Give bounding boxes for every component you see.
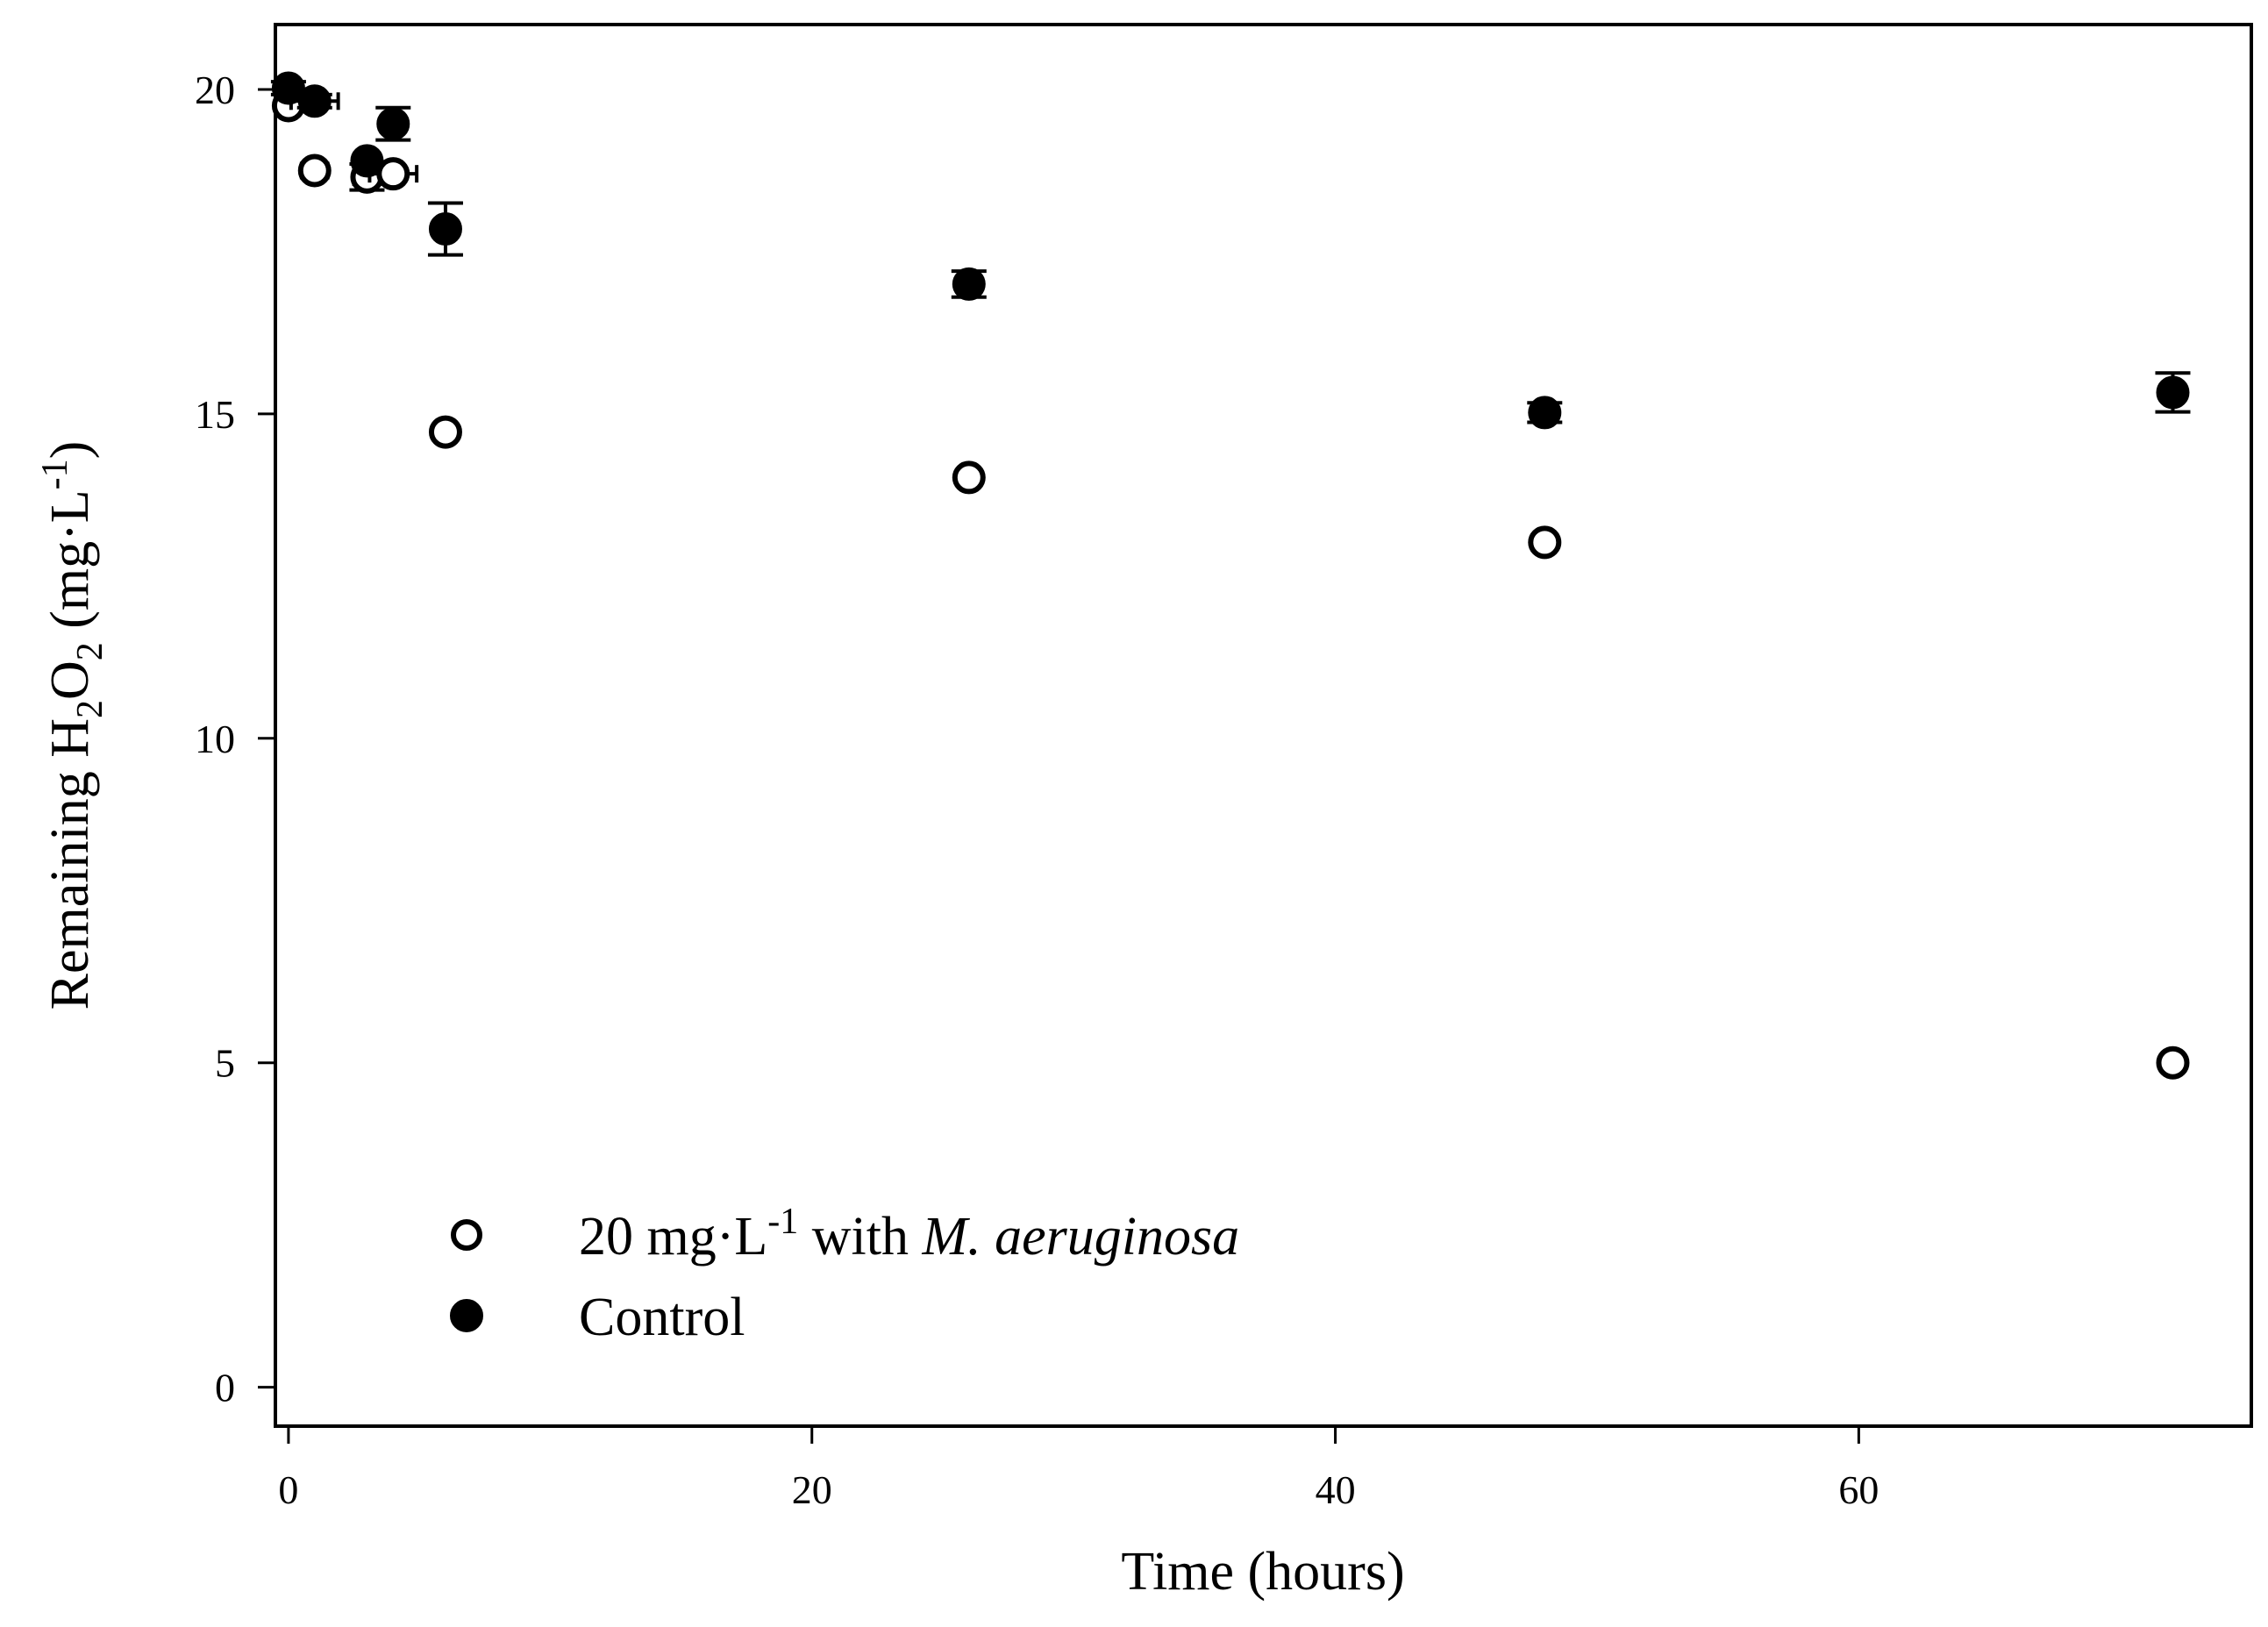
legend-label-control: Control <box>579 1288 745 1347</box>
data-point <box>271 71 305 105</box>
y-tick-label: 0 <box>215 1366 235 1410</box>
data-point <box>297 153 332 188</box>
y-axis-title-mid: O <box>40 660 100 700</box>
y-axis: 0 5 10 15 20 <box>195 68 275 1410</box>
y-axis-title-sup: -1 <box>35 459 75 489</box>
data-point <box>428 415 462 449</box>
data-point <box>2156 375 2190 410</box>
data-point <box>428 212 462 246</box>
x-axis-title: Time (hours) <box>1121 1542 1404 1602</box>
data-point <box>376 107 410 141</box>
y-axis-title-unit-open: (mg·L <box>40 489 100 642</box>
series-control <box>270 71 2191 430</box>
x-tick-label: 60 <box>1838 1467 1879 1512</box>
x-tick-label: 0 <box>278 1467 298 1512</box>
data-point <box>952 267 986 301</box>
x-tick-label: 40 <box>1316 1467 1356 1512</box>
y-tick-label: 15 <box>195 392 235 437</box>
data-point <box>1528 525 1562 560</box>
series-layer <box>270 71 2191 1080</box>
y-axis-title-prefix: Remaining H <box>40 718 100 1010</box>
legend-label-treatment: 20 mg·L-1 with M. aeruginosa <box>579 1202 1239 1267</box>
data-point <box>376 157 410 191</box>
y-tick-label: 10 <box>195 717 235 761</box>
data-point <box>297 84 332 118</box>
legend-marker-filled-circle <box>450 1299 483 1332</box>
data-point <box>350 144 384 178</box>
y-axis-title-sub2: 2 <box>70 642 111 660</box>
legend-marker-open-circle <box>451 1219 482 1251</box>
legend-label-treatment-sup: -1 <box>767 1202 798 1242</box>
y-axis-title: Remaining H2O2 (mg·L-1) <box>35 441 111 1010</box>
series-treatment <box>271 89 2190 1080</box>
x-axis: 0 20 40 60 <box>278 1426 1879 1512</box>
legend-label-treatment-mid: with <box>798 1207 922 1267</box>
y-axis-title-sub1: 2 <box>70 700 111 718</box>
legend: 20 mg·L-1 with M. aeruginosa Control <box>450 1202 1239 1347</box>
y-tick-label: 5 <box>215 1041 235 1086</box>
y-axis-title-unit-close: ) <box>40 441 100 460</box>
x-tick-label: 20 <box>792 1467 832 1512</box>
plot-frame <box>274 23 2253 1428</box>
legend-label-treatment-italic: M. aeruginosa <box>921 1207 1239 1267</box>
data-point <box>2156 1045 2190 1080</box>
data-point <box>1528 396 1562 430</box>
data-point <box>952 460 986 495</box>
y-tick-label: 20 <box>195 68 235 112</box>
legend-label-treatment-prefix: 20 mg·L <box>579 1207 767 1267</box>
